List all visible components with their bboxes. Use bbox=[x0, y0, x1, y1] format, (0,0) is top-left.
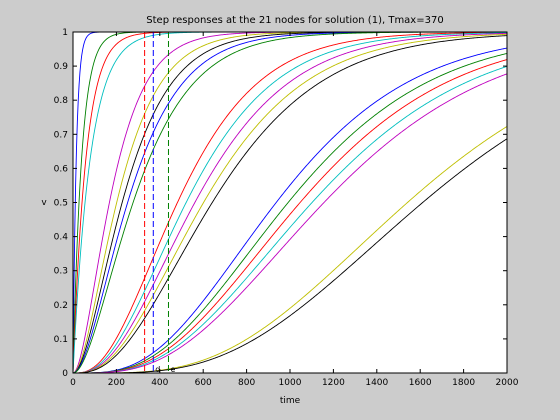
y-tick-label-0: 0 bbox=[62, 369, 68, 379]
x-tick-label-8: 1600 bbox=[409, 378, 432, 388]
y-tick-label-4: 0.4 bbox=[54, 233, 69, 243]
x-tick-label-7: 1400 bbox=[365, 378, 388, 388]
x-tick-label-2: 400 bbox=[151, 378, 168, 388]
y-tick-label-6: 0.6 bbox=[54, 164, 69, 174]
x-tick-label-0: 0 bbox=[70, 378, 76, 388]
series-line-17 bbox=[73, 59, 508, 374]
y-tick-label-5: 0.5 bbox=[54, 199, 68, 209]
series-line-12 bbox=[73, 32, 508, 374]
y-tick-label-7: 0.7 bbox=[54, 130, 68, 140]
series-line-13 bbox=[73, 33, 508, 374]
series-line-19 bbox=[73, 73, 508, 374]
x-tick-label-10: 2000 bbox=[496, 378, 519, 388]
series-line-21 bbox=[73, 138, 508, 374]
plot-frame bbox=[72, 31, 508, 374]
y-tick-label-8: 0.8 bbox=[54, 96, 69, 106]
chart-title: Step responses at the 21 nodes for solut… bbox=[146, 15, 443, 26]
marker-label-3: e bbox=[170, 365, 175, 374]
series-line-15 bbox=[73, 47, 508, 374]
marker-label-2: d bbox=[155, 365, 160, 374]
series-line-14 bbox=[73, 35, 508, 374]
x-tick-label-4: 800 bbox=[238, 378, 255, 388]
axes-layer: 0 200 400 600 800 1000 1200 1400 1600 1800 2000 0 0.… bbox=[54, 28, 519, 388]
x-tick-label-1: 200 bbox=[108, 378, 125, 388]
x-tick-label-5: 1000 bbox=[279, 378, 302, 388]
series-line-16 bbox=[73, 52, 508, 374]
y-axis-label: v bbox=[41, 198, 47, 208]
x-axis-label: time bbox=[280, 396, 301, 406]
series-line-11 bbox=[73, 32, 508, 374]
x-tick-label-9: 1800 bbox=[452, 378, 475, 388]
y-tick-label-9: 0.9 bbox=[54, 62, 69, 72]
x-tick-label-3: 600 bbox=[195, 378, 212, 388]
y-tick-label-10: 1 bbox=[62, 28, 68, 38]
series-line-10 bbox=[73, 31, 507, 374]
x-tick-label-6: 1200 bbox=[322, 378, 345, 388]
y-tick-label-3: 0.3 bbox=[54, 267, 68, 277]
y-tick-label-2: 0.2 bbox=[54, 301, 68, 311]
y-tick-label-1: 0.1 bbox=[54, 335, 68, 345]
series-line-18 bbox=[73, 65, 508, 374]
